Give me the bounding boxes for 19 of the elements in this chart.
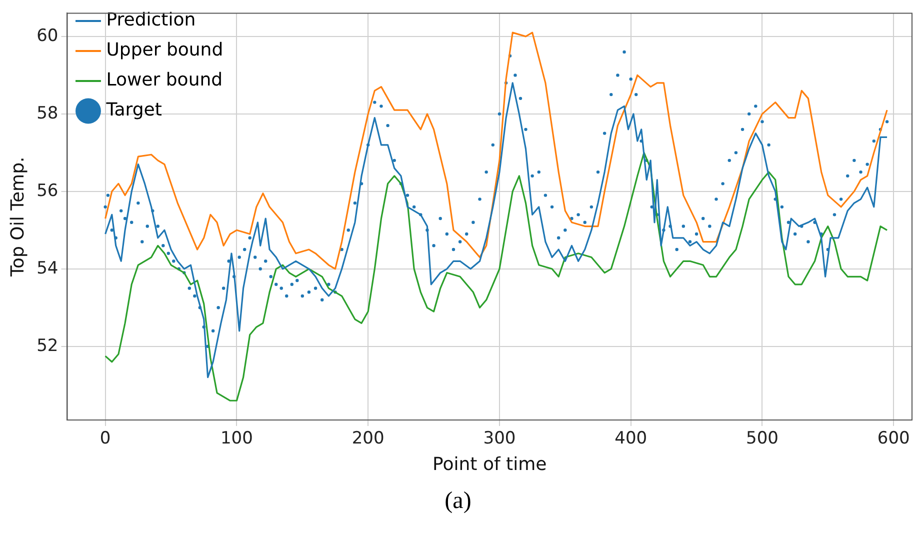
y-tick-label: 56 [36, 180, 58, 201]
legend-label: Lower bound [106, 70, 223, 91]
x-tick-label: 300 [483, 428, 516, 449]
x-tick-label: 200 [352, 428, 384, 449]
x-tick-label: 100 [220, 428, 253, 449]
x-tick-label: 500 [746, 428, 778, 449]
x-tick-label: 600 [877, 428, 910, 449]
y-tick-label: 58 [36, 103, 58, 124]
legend-label: Target [105, 100, 162, 121]
y-tick-label: 60 [36, 26, 58, 46]
legend-label: Prediction [106, 10, 196, 31]
x-tick-label: 0 [100, 428, 111, 449]
text: (a) [444, 488, 472, 515]
legend-label: Upper bound [106, 40, 224, 61]
y-axis-title: Top Oil Temp. [7, 156, 28, 278]
x-axis-title: Point of time [432, 454, 547, 475]
x-tick-label: 400 [614, 428, 648, 449]
y-tick-label: 54 [36, 258, 58, 278]
y-tick-label: 52 [36, 336, 58, 356]
